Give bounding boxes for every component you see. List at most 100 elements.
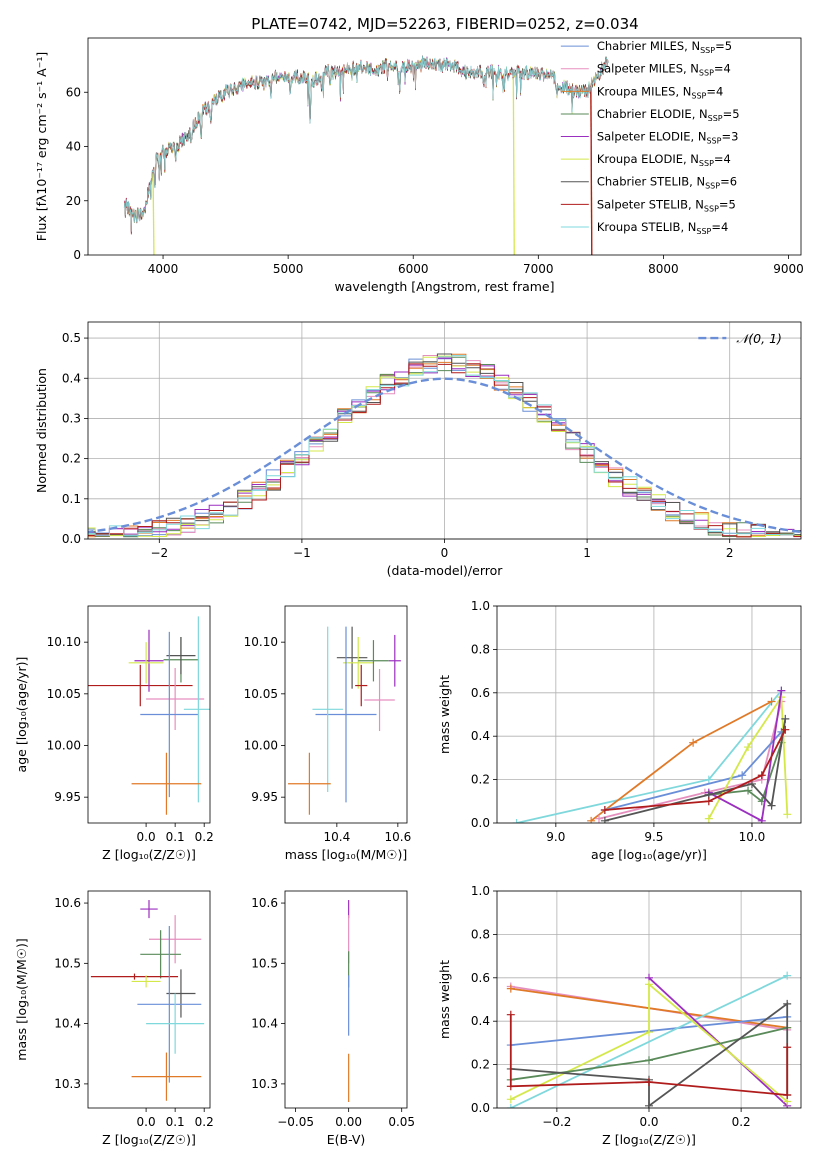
weight-line xyxy=(604,718,787,822)
y-tick-label: 10.05 xyxy=(47,687,81,701)
y-tick-label: 0.6 xyxy=(471,971,490,985)
weight-marker xyxy=(767,697,776,706)
figure-title: PLATE=0742, MJD=52263, FIBERID=0252, z=0… xyxy=(251,15,638,33)
x-tick-label: 10.4 xyxy=(323,830,350,844)
y-tick-label: 0.2 xyxy=(471,773,490,787)
weight-marker xyxy=(600,805,609,814)
spectrum-line xyxy=(123,57,609,235)
plot-area xyxy=(123,55,609,255)
weight-line xyxy=(708,694,789,820)
legend-entry: Chabrier ELODIE, NSSP=5 xyxy=(597,107,740,123)
y-tick-label: 10.00 xyxy=(244,739,278,753)
weight-marker xyxy=(783,810,792,819)
axes-frame xyxy=(496,890,802,1109)
weight-marker xyxy=(757,771,766,780)
plot-area xyxy=(88,616,210,815)
x-tick-label: 0.0 xyxy=(137,830,156,844)
panel-weight_vs_Z: −0.2 0.0 0.2 0.0 0.2 0.4 0.6 0.8 1.0 Z [log₁₀(Z/Z… xyxy=(437,884,802,1147)
weight-marker xyxy=(645,1056,653,1065)
x-tick-label: 0.0 xyxy=(639,1115,658,1129)
legend-entry: Kroupa ELODIE, NSSP=4 xyxy=(597,152,731,168)
weight-marker xyxy=(645,1028,653,1037)
x-tick-label: 0.2 xyxy=(732,1115,751,1129)
y-axis-label: Normed distribution xyxy=(34,368,49,493)
y-tick-label: 0 xyxy=(73,248,81,262)
y-tick-label: 0.4 xyxy=(471,1014,490,1028)
y-axis-label: mass weight xyxy=(437,960,452,1039)
axes-frame xyxy=(87,890,211,1109)
spectrum-line xyxy=(123,55,609,233)
weight-marker xyxy=(506,1082,515,1091)
weight-marker xyxy=(747,779,756,788)
y-tick-label: 10.3 xyxy=(54,1077,81,1091)
y-tick-label: 0.1 xyxy=(62,492,81,506)
legend-entry: Salpeter STELIB, NSSP=5 xyxy=(597,197,736,213)
y-tick-label: 0.3 xyxy=(62,411,81,425)
axes-frame xyxy=(496,605,802,824)
panel-mass_vs_Z: 0.0 0.1 0.2 10.3 10.4 10.5 10.6 Z [log₁₀(Z/Z☉)]… xyxy=(14,890,214,1147)
x-axis-label: Z [log₁₀(Z/Z☉)] xyxy=(602,1132,696,1147)
x-tick-label: 0.0 xyxy=(137,1115,156,1129)
x-tick-label: 4000 xyxy=(148,262,179,276)
y-tick-label: 10.6 xyxy=(54,896,81,910)
y-tick-label: 0.8 xyxy=(471,642,490,656)
y-tick-label: 1.0 xyxy=(471,599,490,613)
x-tick-label: 0 xyxy=(441,546,449,560)
weight-marker xyxy=(512,819,521,823)
residual-histogram xyxy=(88,363,801,538)
weight-marker xyxy=(783,1043,792,1052)
legend-entry: Salpeter ELODIE, NSSP=3 xyxy=(597,130,739,146)
legend-entry: Chabrier STELIB, NSSP=6 xyxy=(597,175,737,191)
weight-marker xyxy=(704,797,713,806)
legend-entry: 𝒩(0, 1) xyxy=(736,331,782,346)
legend-entry: Salpeter MILES, NSSP=4 xyxy=(597,62,731,78)
y-tick-label: 0.4 xyxy=(62,371,81,385)
plot-area xyxy=(506,971,792,1108)
x-tick-label: 0.2 xyxy=(195,1115,214,1129)
panel-mass_vs_ebv: −0.05 0.00 0.05 10.3 10.4 10.5 10.6 E(B-V) xyxy=(251,890,415,1147)
x-axis-label: Z [log₁₀(Z/Z☉)] xyxy=(102,847,196,862)
y-tick-label: 9.95 xyxy=(54,790,81,804)
legend-entry: Kroupa STELIB, NSSP=4 xyxy=(597,220,729,236)
panel-spectrum: 4000 5000 6000 7000 8000 9000 0 20 40 60 wavelengt… xyxy=(34,37,804,294)
panel-residuals: −2 −1 0 1 2 0.0 0.1 0.2 0.3 0.4 0.5 (data-model)/er… xyxy=(34,321,802,578)
x-tick-label: 0.2 xyxy=(195,830,214,844)
y-tick-label: 0.6 xyxy=(471,686,490,700)
x-axis-label: E(B-V) xyxy=(327,1132,366,1147)
weight-marker xyxy=(600,816,609,823)
x-axis-label: (data-model)/error xyxy=(387,563,504,578)
y-tick-label: 9.95 xyxy=(251,790,278,804)
spectrum-line xyxy=(123,55,609,233)
weight-marker xyxy=(781,714,790,723)
spectrum-line xyxy=(123,56,609,231)
weight-line xyxy=(510,974,788,1108)
weight-marker xyxy=(704,775,713,784)
panel-age_vs_mass: 10.4 10.6 9.95 10.00 10.05 10.10 mass [log₁₀(M… xyxy=(244,605,411,862)
plot-area xyxy=(288,626,401,815)
x-tick-label: 0.1 xyxy=(166,1115,185,1129)
x-axis-label: Z [log₁₀(Z/Z☉)] xyxy=(102,1132,196,1147)
axes-frame xyxy=(284,605,408,824)
x-tick-label: 10.6 xyxy=(384,830,411,844)
x-axis-label: wavelength [Angstrom, rest frame] xyxy=(334,279,554,294)
weight-marker xyxy=(738,771,747,780)
weight-line xyxy=(708,690,783,823)
x-tick-label: 1 xyxy=(583,546,591,560)
weight-marker xyxy=(783,999,792,1008)
legend-entry: Kroupa MILES, NSSP=4 xyxy=(597,84,724,100)
plot-area xyxy=(512,686,792,823)
y-tick-label: 10.10 xyxy=(47,635,81,649)
weight-marker xyxy=(777,686,786,695)
spectrum-dropout xyxy=(512,73,515,255)
x-tick-label: 2 xyxy=(726,546,734,560)
y-axis-label: Flux [fλ10⁻¹⁷ erg cm⁻² s⁻¹ A⁻¹] xyxy=(34,52,49,241)
axes-frame xyxy=(87,605,211,824)
x-tick-label: −0.05 xyxy=(277,1115,314,1129)
x-tick-label: −1 xyxy=(293,546,311,560)
weight-marker xyxy=(645,980,653,989)
weight-line xyxy=(604,729,787,811)
x-axis-label: mass [log₁₀(M/M☉)] xyxy=(285,847,407,862)
y-tick-label: 1.0 xyxy=(471,884,490,898)
axes-frame xyxy=(284,890,408,1109)
